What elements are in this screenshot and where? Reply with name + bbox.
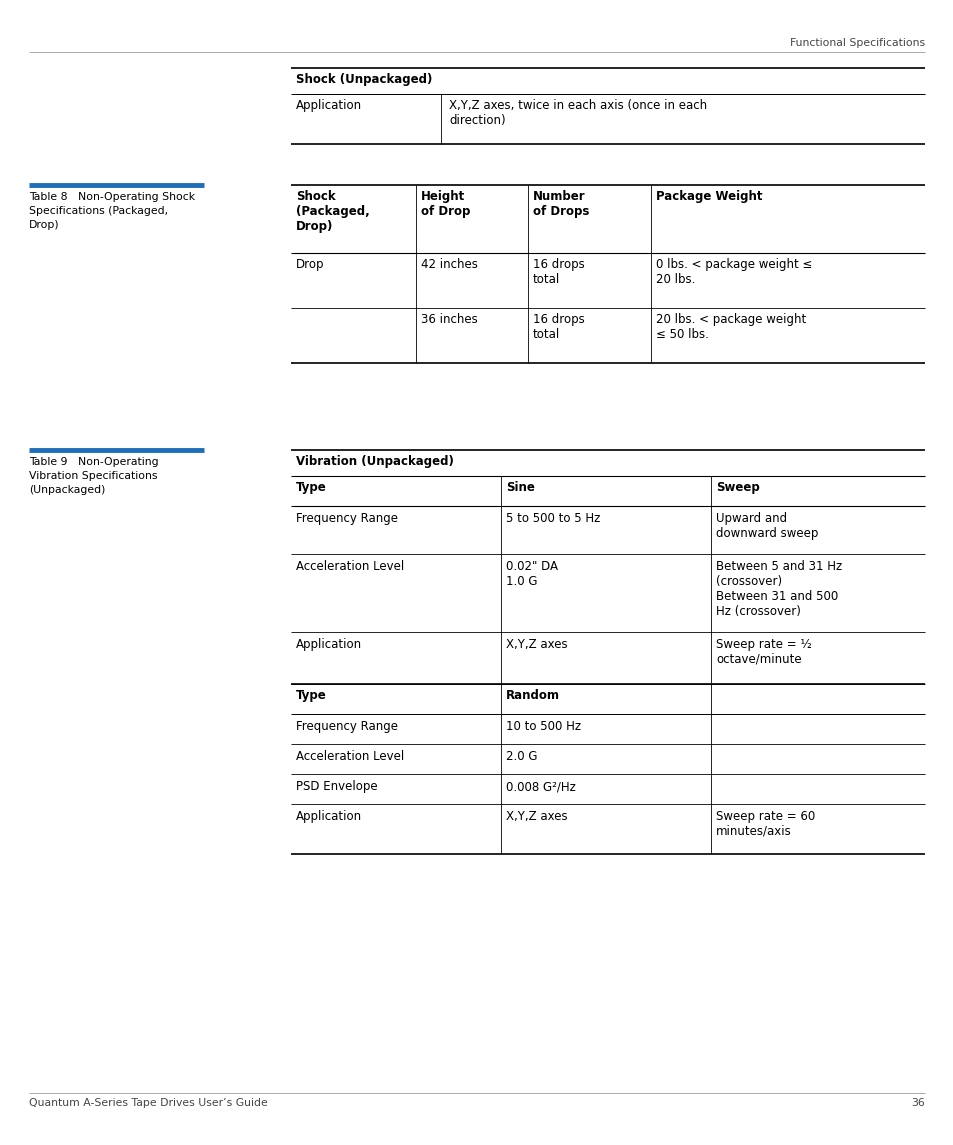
- Text: 36: 36: [910, 1098, 924, 1108]
- Text: X,Y,Z axes: X,Y,Z axes: [505, 810, 567, 823]
- Text: 0 lbs. < package weight ≤
20 lbs.: 0 lbs. < package weight ≤ 20 lbs.: [656, 258, 812, 286]
- Text: Between 5 and 31 Hz
(crossover)
Between 31 and 500
Hz (crossover): Between 5 and 31 Hz (crossover) Between …: [716, 560, 841, 618]
- Text: Height
of Drop: Height of Drop: [420, 190, 470, 218]
- Text: Drop): Drop): [29, 220, 59, 230]
- Text: 20 lbs. < package weight
≤ 50 lbs.: 20 lbs. < package weight ≤ 50 lbs.: [656, 313, 805, 341]
- Text: PSD Envelope: PSD Envelope: [295, 780, 377, 793]
- Text: 0.008 G²/Hz: 0.008 G²/Hz: [505, 780, 576, 793]
- Text: 16 drops
total: 16 drops total: [533, 258, 584, 286]
- Text: Shock (Unpackaged): Shock (Unpackaged): [295, 73, 432, 86]
- Text: 16 drops
total: 16 drops total: [533, 313, 584, 341]
- Text: Package Weight: Package Weight: [656, 190, 761, 203]
- Text: Sweep: Sweep: [716, 481, 759, 493]
- Text: Sweep rate = ½
octave/minute: Sweep rate = ½ octave/minute: [716, 638, 811, 666]
- Text: 36 inches: 36 inches: [420, 313, 477, 326]
- Text: Sweep rate = 60
minutes/axis: Sweep rate = 60 minutes/axis: [716, 810, 815, 838]
- Text: Application: Application: [295, 638, 362, 652]
- Text: 42 inches: 42 inches: [420, 258, 477, 271]
- Text: Acceleration Level: Acceleration Level: [295, 750, 404, 763]
- Text: Frequency Range: Frequency Range: [295, 512, 397, 526]
- Text: Upward and
downward sweep: Upward and downward sweep: [716, 512, 818, 540]
- Text: Specifications (Packaged,: Specifications (Packaged,: [29, 206, 168, 216]
- Text: Random: Random: [505, 689, 559, 702]
- Text: Shock
(Packaged,
Drop): Shock (Packaged, Drop): [295, 190, 370, 232]
- Text: Vibration (Unpackaged): Vibration (Unpackaged): [295, 455, 454, 468]
- Text: Table 9   Non-Operating: Table 9 Non-Operating: [29, 457, 158, 467]
- Text: Table 8   Non-Operating Shock: Table 8 Non-Operating Shock: [29, 192, 195, 202]
- Text: 0.02" DA
1.0 G: 0.02" DA 1.0 G: [505, 560, 558, 589]
- Text: X,Y,Z axes, twice in each axis (once in each
direction): X,Y,Z axes, twice in each axis (once in …: [449, 98, 706, 127]
- Text: Functional Specifications: Functional Specifications: [789, 38, 924, 48]
- Text: 5 to 500 to 5 Hz: 5 to 500 to 5 Hz: [505, 512, 599, 526]
- Text: Application: Application: [295, 810, 362, 823]
- Text: Quantum A-Series Tape Drives User’s Guide: Quantum A-Series Tape Drives User’s Guid…: [29, 1098, 268, 1108]
- Text: Type: Type: [295, 689, 327, 702]
- Text: (Unpackaged): (Unpackaged): [29, 485, 105, 495]
- Text: Sine: Sine: [505, 481, 535, 493]
- Text: Type: Type: [295, 481, 327, 493]
- Text: Frequency Range: Frequency Range: [295, 720, 397, 733]
- Text: Acceleration Level: Acceleration Level: [295, 560, 404, 572]
- Text: Vibration Specifications: Vibration Specifications: [29, 471, 157, 481]
- Text: Number
of Drops: Number of Drops: [533, 190, 589, 218]
- Text: Drop: Drop: [295, 258, 324, 271]
- Text: Application: Application: [295, 98, 362, 112]
- Text: 10 to 500 Hz: 10 to 500 Hz: [505, 720, 580, 733]
- Text: 2.0 G: 2.0 G: [505, 750, 537, 763]
- Text: X,Y,Z axes: X,Y,Z axes: [505, 638, 567, 652]
